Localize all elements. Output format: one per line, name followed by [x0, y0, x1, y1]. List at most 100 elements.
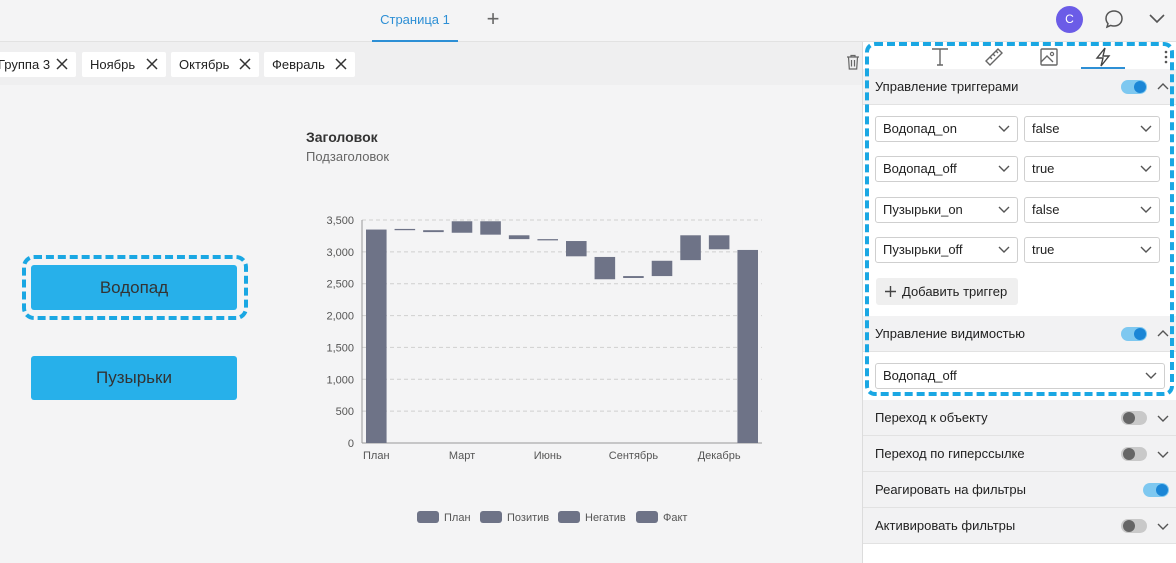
section-goto-object[interactable]: Переход к объекту [863, 400, 1176, 436]
legend-swatch [480, 511, 502, 523]
filter-chip[interactable]: Февраль [264, 52, 355, 77]
close-icon[interactable] [56, 58, 68, 70]
trigger-name-select[interactable]: Водопад_on [875, 116, 1018, 142]
tab-page-1[interactable]: Страница 1 [372, 0, 458, 42]
waterfall-bar [708, 235, 730, 250]
add-trigger-label: Добавить триггер [902, 284, 1008, 299]
chevron-down-icon [998, 206, 1010, 213]
x-tick-label: Сентябрь [609, 450, 659, 462]
filter-bar: Группа 3 Ноябрь Октябрь Февраль [0, 42, 862, 85]
legend-label: Факт [663, 512, 687, 524]
section-triggers-title: Управление триггерами [875, 79, 1019, 94]
waterfall-button[interactable]: Водопад [31, 265, 237, 310]
waterfall-bar [594, 256, 616, 280]
chart-title: Заголовок [306, 129, 378, 145]
more-icon[interactable] [1163, 49, 1169, 65]
waterfall-bar [480, 221, 501, 235]
waterfall-bar [423, 230, 444, 233]
trigger-value-select[interactable]: true [1024, 237, 1160, 263]
trigger-name-select[interactable]: Пузырьки_off [875, 237, 1018, 263]
avatar[interactable]: С [1056, 6, 1083, 33]
trigger-name-select[interactable]: Водопад_off [875, 156, 1018, 182]
react-filters-toggle[interactable] [1143, 483, 1169, 497]
text-icon[interactable] [929, 46, 951, 68]
trigger-value-select[interactable]: true [1024, 156, 1160, 182]
y-tick-label: 2,500 [326, 279, 354, 291]
chevron-down-icon [1140, 165, 1152, 172]
y-tick-label: 1,500 [326, 342, 354, 354]
section-react-filters[interactable]: Реагировать на фильтры [863, 472, 1176, 508]
chevron-down-icon[interactable] [1157, 412, 1169, 424]
chevron-down-icon[interactable] [1157, 448, 1169, 460]
chevron-up-icon[interactable] [1157, 328, 1169, 340]
visibility-select[interactable]: Водопад_off [875, 363, 1165, 389]
dashboard-canvas [0, 85, 860, 563]
trash-icon[interactable] [846, 54, 860, 70]
chevron-up-icon[interactable] [1157, 81, 1169, 93]
filter-chip[interactable]: Октябрь [171, 52, 259, 77]
y-tick-label: 2,000 [326, 311, 354, 323]
chevron-down-icon [998, 125, 1010, 132]
legend-label: План [444, 512, 471, 524]
y-tick-label: 500 [336, 406, 354, 418]
waterfall-bar [737, 249, 758, 443]
selection-outline [22, 255, 248, 320]
x-tick-label: Декабрь [698, 450, 741, 462]
chevron-down-icon [998, 246, 1010, 253]
chevron-down-icon[interactable] [1148, 10, 1166, 28]
select-value: false [1032, 202, 1060, 217]
section-goto-link[interactable]: Переход по гиперссылке [863, 436, 1176, 472]
select-value: Водопад_off [883, 161, 957, 176]
section-activate-filters[interactable]: Активировать фильтры [863, 508, 1176, 544]
add-trigger-button[interactable]: Добавить триггер [876, 278, 1018, 305]
waterfall-bar [366, 229, 387, 443]
trigger-value-select[interactable]: false [1024, 197, 1160, 223]
chat-icon[interactable] [1103, 8, 1125, 30]
bubbles-button[interactable]: Пузырьки [31, 356, 237, 400]
section-visibility[interactable]: Управление видимостью [863, 316, 1176, 352]
ruler-icon[interactable] [983, 46, 1005, 68]
select-value: true [1032, 242, 1055, 257]
close-icon[interactable] [239, 58, 251, 70]
y-tick-label: 1,000 [326, 374, 354, 386]
close-icon[interactable] [146, 58, 158, 70]
waterfall-bar [623, 276, 644, 278]
settings-panel: Управление триггерами Водопад_on false В… [862, 42, 1176, 563]
filter-chip-label: Октябрь [179, 57, 230, 72]
chart-subtitle: Подзаголовок [306, 149, 390, 164]
chevron-down-icon [1140, 246, 1152, 253]
waterfall-bar [451, 221, 473, 233]
section-triggers[interactable]: Управление триггерами [863, 69, 1176, 105]
trigger-name-select[interactable]: Пузырьки_on [875, 197, 1018, 223]
chevron-down-icon[interactable] [1157, 520, 1169, 532]
y-tick-label: 3,500 [326, 215, 354, 227]
filter-chip[interactable]: Ноябрь [82, 52, 166, 77]
close-icon[interactable] [335, 58, 347, 70]
chevron-down-icon [1145, 372, 1157, 379]
select-value: true [1032, 161, 1055, 176]
filter-chip[interactable]: Группа 3 [0, 52, 76, 77]
add-page-icon[interactable]: + [486, 6, 500, 31]
trigger-value-select[interactable]: false [1024, 116, 1160, 142]
lightning-icon[interactable] [1092, 46, 1114, 68]
select-value: Водопад_on [883, 121, 957, 136]
legend-label: Позитив [507, 512, 549, 524]
legend-swatch [636, 511, 658, 523]
visibility-toggle[interactable] [1121, 327, 1147, 341]
section-goto-object-title: Переход к объекту [875, 410, 988, 425]
chevron-down-icon [998, 165, 1010, 172]
goto-object-toggle[interactable] [1121, 411, 1147, 425]
waterfall-bar [394, 228, 416, 231]
chevron-down-icon [1140, 125, 1152, 132]
goto-link-toggle[interactable] [1121, 447, 1147, 461]
panel-tabs [863, 42, 1176, 72]
filter-chip-label: Ноябрь [90, 57, 136, 72]
y-tick-label: 0 [348, 438, 354, 450]
activate-filters-toggle[interactable] [1121, 519, 1147, 533]
triggers-toggle[interactable] [1121, 80, 1147, 94]
image-icon[interactable] [1038, 46, 1060, 68]
select-value: Пузырьки_off [883, 242, 963, 257]
x-tick-label: Март [449, 450, 475, 462]
waterfall-bar [508, 235, 530, 240]
y-tick-label: 3,000 [326, 247, 354, 259]
